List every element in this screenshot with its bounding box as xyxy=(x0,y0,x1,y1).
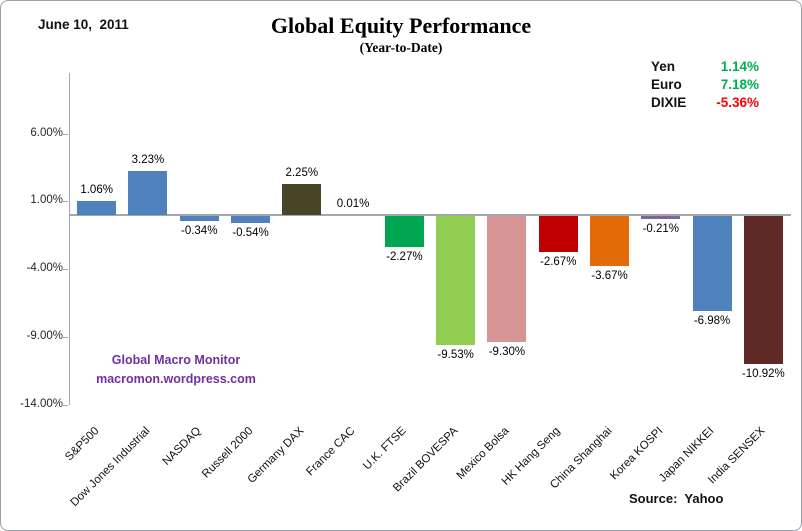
bar-hk-hang-seng xyxy=(538,216,578,253)
y-tick-mark xyxy=(63,404,68,406)
bar-korea-kospi xyxy=(641,216,681,219)
bar-japan-nikkei xyxy=(692,216,732,311)
y-tick-mark xyxy=(63,133,68,135)
bar-india-sensex xyxy=(743,216,783,365)
y-tick-label: -14.00% xyxy=(20,397,63,410)
bar-dow-jones-industrial xyxy=(128,171,168,215)
bar-germany-dax xyxy=(282,184,322,215)
bar-value-label: -6.98% xyxy=(693,314,731,327)
y-tick-label: -4.00% xyxy=(26,262,63,275)
bar-value-label: -10.92% xyxy=(741,368,785,381)
bar-s-p500 xyxy=(77,200,117,215)
y-tick-mark xyxy=(63,201,68,203)
bar-value-label: -0.21% xyxy=(642,222,679,235)
fx-legend-label: Euro xyxy=(651,77,682,92)
chart-title: Global Equity Performance xyxy=(270,13,532,38)
x-axis-category-label: S&P500 xyxy=(62,425,102,464)
bar-value-label: 3.23% xyxy=(131,154,165,167)
chart-subtitle: (Year-to-Date) xyxy=(359,40,443,55)
bar-value-label: -9.30% xyxy=(488,346,526,359)
bar-china-shanghai xyxy=(590,216,629,266)
report-date: June 10, 2011 xyxy=(38,17,129,32)
bar-value-label: -0.54% xyxy=(232,227,269,240)
fx-legend-label: DIXIE xyxy=(651,95,687,110)
bar-mexico-bolsa xyxy=(487,216,527,343)
watermark-line2: macromon.wordpress.com xyxy=(96,372,256,386)
bar-nasdaq xyxy=(179,216,219,221)
source-note: Source: Yahoo xyxy=(629,491,723,506)
bar-value-label: -3.67% xyxy=(591,269,628,282)
bar-russell-2000 xyxy=(231,216,270,224)
bar-u-k-ftse xyxy=(384,216,424,247)
y-tick-mark xyxy=(63,337,68,339)
bar-brazil-bovespa xyxy=(436,216,476,346)
y-tick-label: -9.00% xyxy=(26,330,63,343)
y-tick-label: 1.00% xyxy=(30,194,63,207)
bar-value-label: 0.01% xyxy=(336,197,370,210)
fx-legend-value: -5.36% xyxy=(716,95,759,110)
bar-value-label: -2.27% xyxy=(386,250,423,263)
fx-legend-label: Yen xyxy=(651,59,676,74)
source-label: Source: xyxy=(629,491,678,506)
bar-value-label: -0.34% xyxy=(180,224,218,237)
fx-legend: Yen 1.14% Euro 7.18% DIXIE -5.36% xyxy=(651,59,759,111)
x-axis-line xyxy=(69,214,791,216)
bar-value-label: -9.53% xyxy=(437,349,474,362)
bar-value-label: 2.25% xyxy=(285,167,319,180)
watermark: Global Macro Monitor macromon.wordpress.… xyxy=(71,351,281,389)
y-tick-mark xyxy=(63,269,68,271)
watermark-line1: Global Macro Monitor xyxy=(111,353,241,367)
y-axis-line xyxy=(69,73,70,405)
fx-legend-value: 1.14% xyxy=(720,59,759,74)
source-value: Yahoo xyxy=(684,491,724,506)
bar-value-label: -2.67% xyxy=(539,256,577,269)
y-tick-label: 6.00% xyxy=(30,126,63,139)
fx-legend-value: 7.18% xyxy=(720,77,759,92)
bar-value-label: 1.06% xyxy=(80,183,113,196)
